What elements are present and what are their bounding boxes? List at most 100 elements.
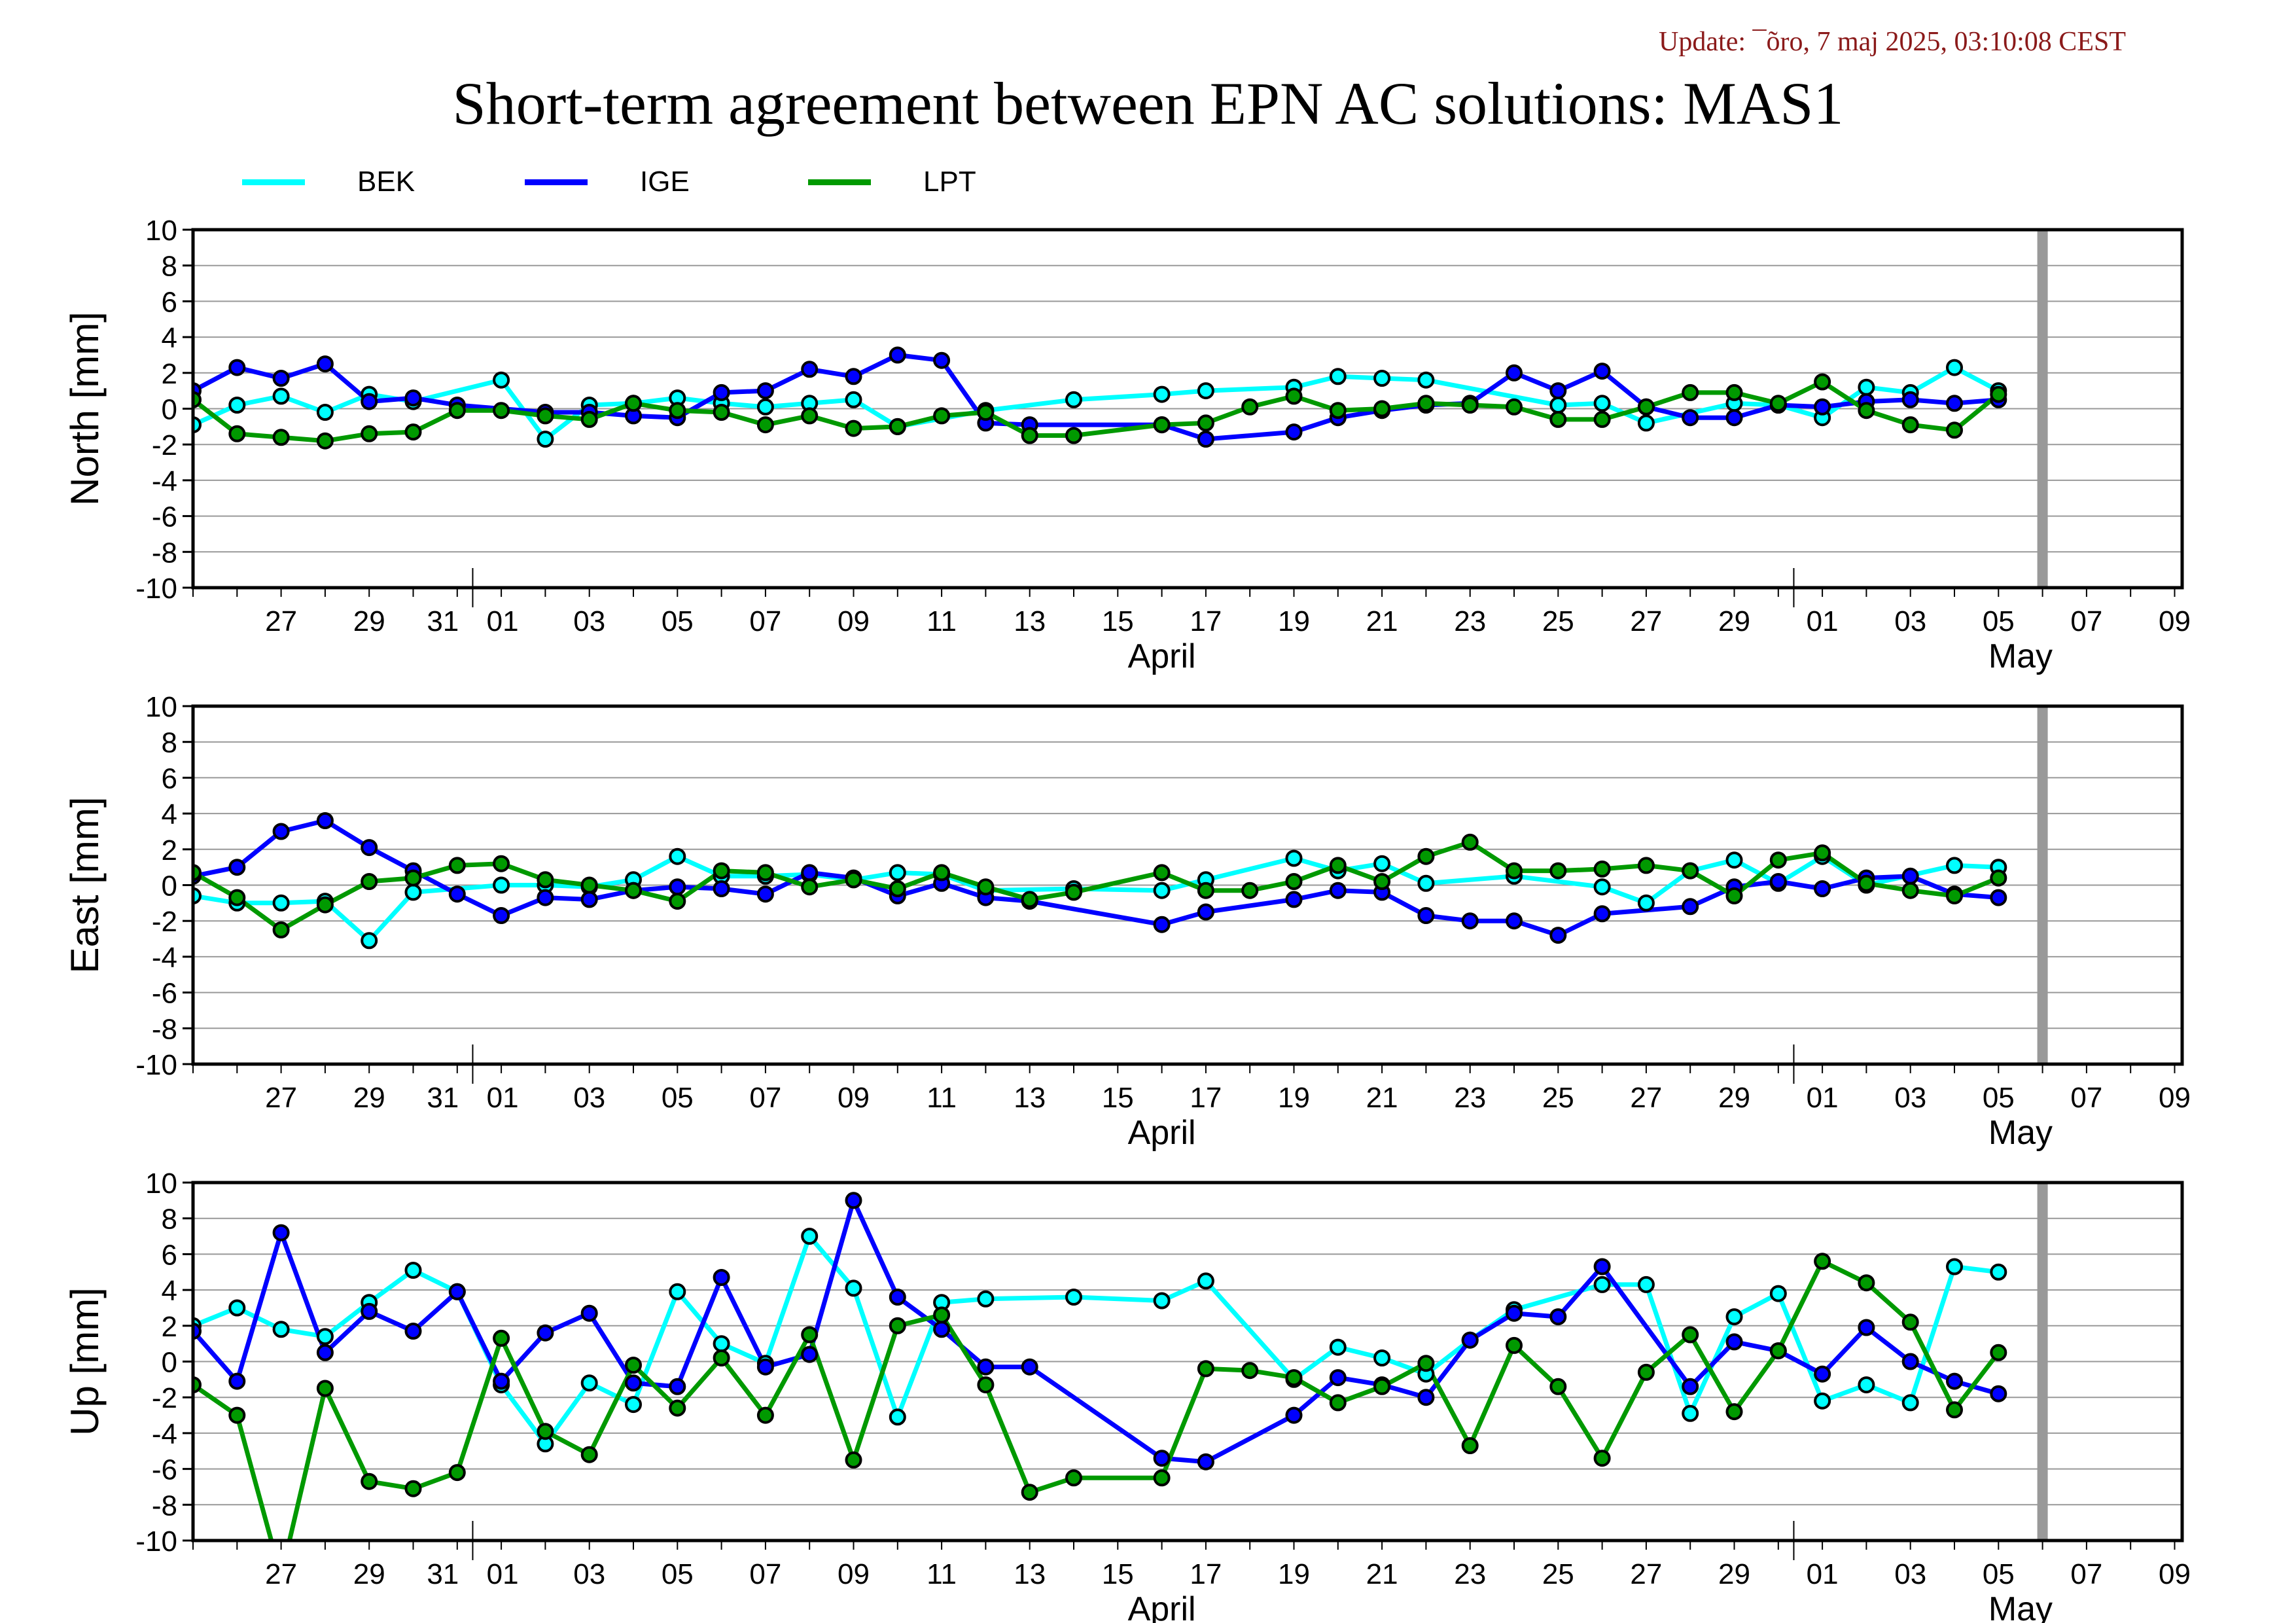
y-tick-label: 0 xyxy=(162,394,177,426)
data-point-ige xyxy=(669,878,686,896)
x-tick-label: 27 xyxy=(1630,1082,1662,1114)
data-point-lpt xyxy=(1990,869,2007,887)
data-point-bek xyxy=(1197,1272,1214,1290)
x-tick-label: 21 xyxy=(1366,605,1398,637)
data-point-lpt xyxy=(1682,1326,1699,1344)
data-point-lpt xyxy=(625,882,642,899)
x-tick-label: 01 xyxy=(1807,1082,1839,1114)
data-point-lpt xyxy=(361,425,378,442)
panel-up: 10 86 4 2 0-2 -4 -6-8-10 Up [mm] 27 29 31 01 03 05 07 0… xyxy=(63,1168,2191,1623)
data-point-ige xyxy=(933,1321,951,1338)
data-point-lpt xyxy=(713,1349,730,1366)
data-point-lpt xyxy=(448,1464,466,1482)
data-point-lpt xyxy=(228,425,246,442)
data-point-lpt xyxy=(1373,873,1391,890)
data-point-lpt xyxy=(1021,1484,1038,1501)
x-tick-label: 13 xyxy=(1014,605,1046,637)
y-tick-label: -8 xyxy=(152,537,177,569)
y-tick-label: 10 xyxy=(145,1168,177,1200)
data-point-lpt xyxy=(448,857,466,874)
data-point-lpt xyxy=(1725,383,1743,401)
data-point-bek xyxy=(1329,1338,1347,1356)
x-tick-label: 27 xyxy=(265,1558,297,1590)
data-point-bek xyxy=(801,1228,819,1245)
data-point-ige xyxy=(1990,1385,2007,1402)
data-point-bek xyxy=(493,371,510,389)
data-point-bek xyxy=(1417,874,1435,892)
data-point-ige xyxy=(1021,1358,1038,1376)
x-tick-label: 09 xyxy=(2159,1558,2191,1590)
data-point-lpt xyxy=(537,1423,554,1440)
data-point-bek xyxy=(1065,391,1082,408)
data-point-lpt xyxy=(193,1376,202,1394)
data-point-bek xyxy=(889,864,906,882)
data-point-bek xyxy=(1549,397,1567,414)
data-point-bek xyxy=(1682,1404,1699,1422)
y-tick-label: 4 xyxy=(162,1275,177,1307)
x-tick-label: 01 xyxy=(487,1558,519,1590)
data-point-lpt xyxy=(1990,385,2007,403)
data-point-ige xyxy=(193,1323,202,1340)
y-tick-label: 2 xyxy=(162,1311,177,1343)
data-point-ige xyxy=(801,361,819,378)
x-tick-label: 29 xyxy=(1718,1082,1750,1114)
y-tick-label: 8 xyxy=(162,727,177,759)
data-point-lpt xyxy=(1197,414,1214,432)
data-point-lpt xyxy=(228,1406,246,1424)
month-label: April xyxy=(1128,1590,1196,1623)
data-point-ige xyxy=(845,368,862,385)
series-line-ige xyxy=(193,818,1999,938)
data-point-ige xyxy=(1901,391,1919,408)
x-tick-label: 07 xyxy=(2070,1082,2102,1114)
data-point-ige xyxy=(537,889,554,906)
y-tick-label: -4 xyxy=(152,1418,177,1450)
data-point-bek xyxy=(1329,368,1347,385)
data-point-bek xyxy=(316,404,334,421)
current-day-marker xyxy=(2037,1183,2048,1541)
data-point-ige xyxy=(1549,382,1567,400)
data-point-ige xyxy=(933,351,951,369)
x-tick-label: 27 xyxy=(265,1082,297,1114)
data-point-bek xyxy=(1814,1392,1831,1410)
data-point-ige xyxy=(1506,1304,1523,1322)
data-point-bek xyxy=(1901,1394,1919,1412)
data-point-ige xyxy=(1417,907,1435,924)
x-tick-label: 23 xyxy=(1454,605,1486,637)
x-tick-label: 15 xyxy=(1102,1558,1134,1590)
data-point-lpt xyxy=(845,871,862,889)
x-tick-label: 03 xyxy=(1894,605,1926,637)
data-point-lpt xyxy=(537,871,554,889)
data-point-ige xyxy=(756,1358,774,1376)
x-tick-label: 05 xyxy=(662,605,694,637)
x-tick-label: 11 xyxy=(927,1558,957,1590)
data-point-ige xyxy=(801,864,819,882)
data-point-bek xyxy=(1197,382,1214,400)
data-point-ige xyxy=(404,1323,422,1340)
y-tick-label: -8 xyxy=(152,1489,177,1522)
data-point-ige xyxy=(361,839,378,857)
data-point-ige xyxy=(493,907,510,924)
data-point-lpt xyxy=(1858,874,1875,892)
panel-north: 10 86 4 2 0-2 -4 -6 -8 -10 North [mm] 27 29 31 01 03 05… xyxy=(63,215,2191,675)
data-point-ige xyxy=(1593,363,1611,380)
data-point-ige xyxy=(713,1269,730,1286)
legend-item-lpt: LPT xyxy=(808,162,976,202)
plot-frame xyxy=(191,228,2184,590)
data-point-ige xyxy=(1549,1308,1567,1326)
data-point-ige xyxy=(1990,889,2007,906)
data-point-ige xyxy=(713,383,730,401)
data-point-bek xyxy=(1769,1285,1787,1302)
series-line-ige xyxy=(193,1198,2000,1465)
data-point-lpt xyxy=(193,391,202,408)
data-point-lpt xyxy=(1329,857,1347,874)
data-point-lpt xyxy=(1682,862,1699,880)
data-point-lpt xyxy=(1461,397,1479,414)
data-point-bek xyxy=(404,1262,422,1279)
data-point-lpt xyxy=(1506,1336,1523,1354)
data-point-bek xyxy=(1858,1376,1875,1394)
data-point-lpt xyxy=(889,880,906,897)
x-tick-label: 07 xyxy=(2070,605,2102,637)
x-tick-label: 05 xyxy=(662,1082,694,1114)
x-tick-label: 15 xyxy=(1102,605,1134,637)
data-point-lpt xyxy=(1373,400,1391,418)
